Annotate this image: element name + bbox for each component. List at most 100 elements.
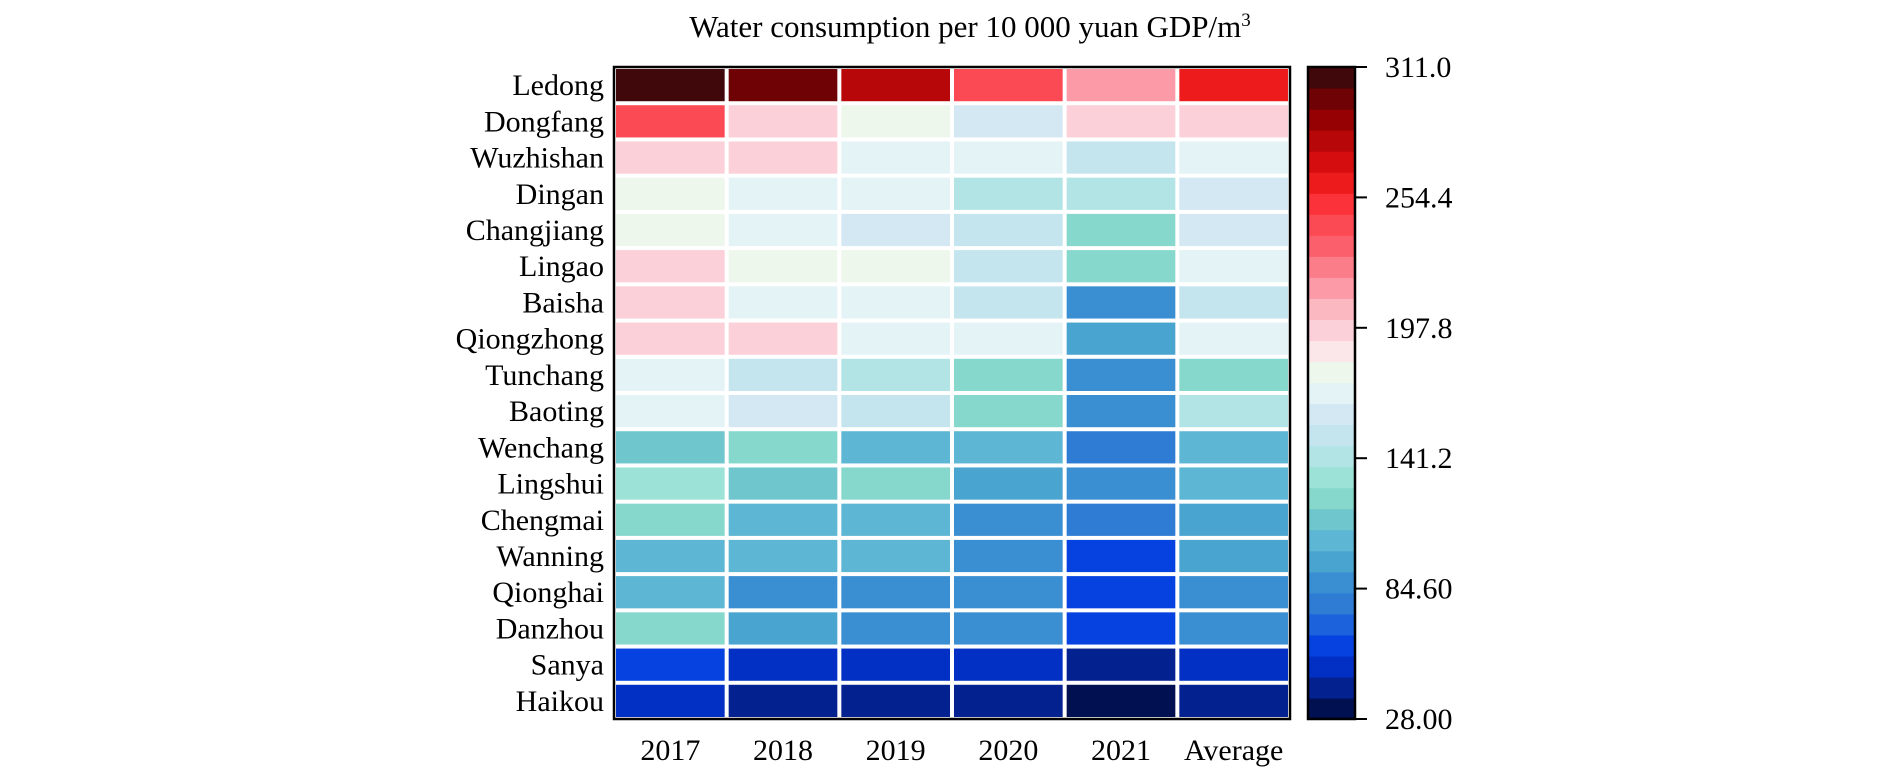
- heatmap-cell: [841, 69, 950, 102]
- heatmap-cell: [728, 576, 838, 609]
- heatmap-cell: [1179, 322, 1288, 355]
- colorbar-segment: [1308, 214, 1355, 236]
- row-label: Tunchang: [485, 359, 604, 392]
- heatmap-cell: [1066, 431, 1176, 464]
- heatmap-cell: [954, 286, 1063, 319]
- chart-title: Water consumption per 10 000 yuan GDP/m3: [689, 9, 1250, 44]
- heatmap-cell: [841, 576, 950, 609]
- heatmap-cell: [954, 576, 1063, 609]
- heatmap-cell: [728, 539, 838, 573]
- heatmap-cell: [616, 539, 725, 573]
- colorbar-segment: [1308, 298, 1355, 320]
- heatmap-cell: [954, 503, 1063, 536]
- heatmap-cell: [728, 467, 838, 500]
- heatmap-cell: [1179, 431, 1288, 464]
- heatmap-cell: [841, 684, 950, 717]
- heatmap-cell: [954, 250, 1063, 283]
- heatmap-cell: [954, 141, 1063, 174]
- colorbar-tick-label: 311.0: [1385, 51, 1451, 84]
- colorbar-segment: [1308, 319, 1355, 342]
- heatmap-cell: [954, 69, 1063, 102]
- row-label: Danzhou: [496, 612, 604, 645]
- heatmap-cell: [1066, 286, 1176, 319]
- heatmap-cell: [616, 431, 725, 464]
- heatmap-cell: [954, 322, 1063, 355]
- colorbar-ticks: 311.0 254.4 197.8 141.2 84.60 28.00: [1355, 51, 1453, 736]
- colorbar-segment: [1308, 613, 1355, 636]
- heatmap-cell: [954, 105, 1063, 138]
- colorbar-segment: [1308, 109, 1355, 131]
- heatmap-cell: [1179, 576, 1288, 609]
- heatmap-cell: [1179, 395, 1288, 428]
- colorbar-segment: [1308, 445, 1355, 468]
- heatmap-cell: [728, 177, 838, 210]
- heatmap-cell: [841, 503, 950, 536]
- row-label: Sanya: [531, 649, 604, 682]
- heatmap-cell: [841, 322, 950, 355]
- heatmap-cell: [616, 358, 725, 391]
- heatmap-cell: [616, 684, 725, 717]
- heatmap-cell: [1066, 576, 1176, 609]
- colorbar-tick-label: 197.8: [1385, 312, 1453, 345]
- heatmap-cell: [1066, 395, 1176, 428]
- row-label: Wuzhishan: [470, 142, 604, 175]
- heatmap-cell: [954, 358, 1063, 391]
- colorbar-segment: [1308, 130, 1355, 152]
- colorbar-segment: [1308, 67, 1355, 89]
- heatmap-cell: [728, 684, 838, 717]
- colorbar-segment: [1308, 634, 1355, 657]
- heatmap-cell: [616, 213, 725, 247]
- colorbar-segment: [1308, 571, 1355, 594]
- heatmap-cell: [1066, 358, 1176, 391]
- heatmap-cells: [616, 69, 1288, 717]
- colorbar-segment: [1308, 340, 1355, 363]
- heatmap-cell: [616, 286, 725, 319]
- colorbar-segment: [1308, 550, 1355, 573]
- row-label: Baoting: [509, 395, 604, 428]
- row-label: Dingan: [516, 178, 604, 211]
- row-label: Lingshui: [497, 468, 604, 501]
- row-label: Dongfang: [484, 105, 604, 138]
- colorbar-segment: [1308, 88, 1355, 110]
- heatmap-cell: [728, 213, 838, 247]
- colorbar-segment: [1308, 403, 1355, 426]
- column-label: Average: [1184, 734, 1283, 767]
- heatmap-cell: [616, 141, 725, 174]
- heatmap-cell: [954, 177, 1063, 210]
- heatmap-cell: [841, 431, 950, 464]
- heatmap-cell: [616, 648, 725, 681]
- column-label: 2021: [1091, 734, 1151, 767]
- colorbar-segment: [1308, 151, 1355, 173]
- row-label: Chengmai: [481, 504, 604, 537]
- heatmap-cell: [616, 503, 725, 536]
- column-label: 2020: [978, 734, 1038, 767]
- heatmap-cell: [1066, 250, 1176, 283]
- heatmap-cell: [728, 69, 838, 102]
- colorbar: [1308, 67, 1355, 720]
- heatmap-cell: [954, 539, 1063, 573]
- colorbar-segment: [1308, 697, 1355, 720]
- heatmap-cell: [841, 286, 950, 319]
- heatmap-cell: [1066, 69, 1176, 102]
- heatmap-cell: [1066, 503, 1176, 536]
- heatmap-cell: [841, 612, 950, 645]
- heatmap-cell: [1066, 612, 1176, 645]
- colorbar-frame: [1306, 65, 1357, 721]
- heatmap-cell: [841, 648, 950, 681]
- column-label: 2018: [753, 734, 813, 767]
- colorbar-segment: [1308, 508, 1355, 531]
- plot-frame: [612, 65, 1292, 721]
- heatmap-cell: [1066, 141, 1176, 174]
- colorbar-segment: [1308, 487, 1355, 510]
- column-labels: 2017 2018 2019 2020 2021 Average: [640, 734, 1283, 767]
- column-label: 2017: [640, 734, 700, 767]
- heatmap-cell: [954, 467, 1063, 500]
- heatmap-cell: [954, 648, 1063, 681]
- row-label: Changjiang: [466, 214, 604, 247]
- colorbar-tick-label: 141.2: [1385, 442, 1453, 475]
- colorbar-segment: [1308, 592, 1355, 615]
- row-label: Ledong: [512, 69, 604, 102]
- colorbar-segment: [1308, 235, 1355, 257]
- heatmap-cell: [616, 467, 725, 500]
- row-label: Wenchang: [478, 431, 604, 464]
